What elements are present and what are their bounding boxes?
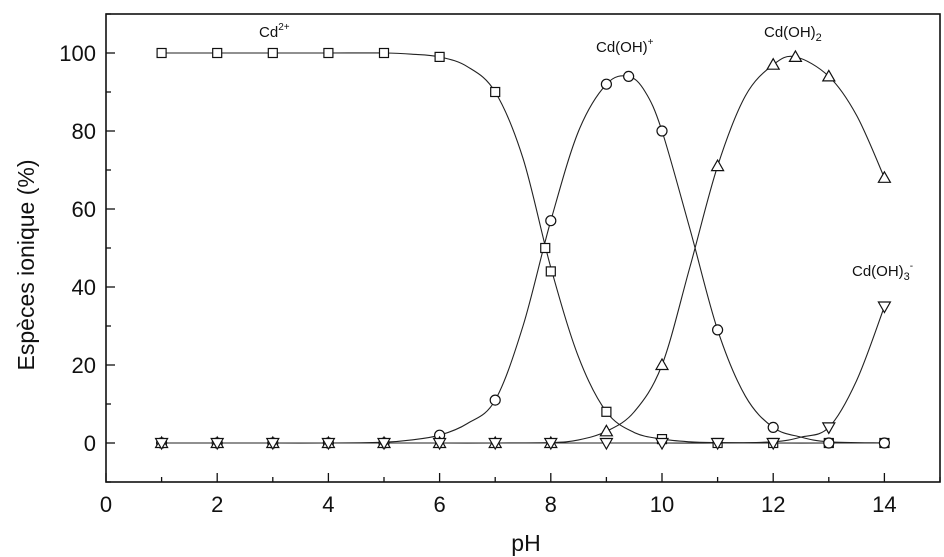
y-tick-label: 40 xyxy=(72,275,96,300)
data-point-circle xyxy=(545,215,557,227)
data-point-square xyxy=(601,406,612,417)
tick-labels: 0 2 4 6 8 10 12 14 0 20 40 60 80 100 xyxy=(59,41,896,517)
series-line-1 xyxy=(161,75,885,444)
series-label-0: Cd2+ xyxy=(259,22,290,41)
axis-ticks xyxy=(105,13,941,483)
data-point-triangle-up xyxy=(821,69,836,82)
data-point-square xyxy=(212,47,223,59)
x-axis-title: pH xyxy=(511,530,540,556)
data-point-square xyxy=(490,86,501,98)
x-tick-label: 0 xyxy=(100,492,112,517)
data-point-triangle-down xyxy=(877,301,892,314)
x-tick-label: 6 xyxy=(433,492,445,517)
data-point-circle xyxy=(711,324,724,336)
data-point-triangle-down xyxy=(432,437,447,451)
data-point-triangle-up xyxy=(654,357,670,371)
data-point-circle xyxy=(878,437,891,449)
data-point-triangle-down xyxy=(210,437,225,451)
data-point-square xyxy=(434,51,445,63)
data-point-triangle-down xyxy=(710,437,725,451)
data-point-triangle-up xyxy=(877,170,892,183)
y-tick-label: 0 xyxy=(84,431,96,456)
x-tick-label: 8 xyxy=(545,492,557,517)
data-point-triangle-down xyxy=(488,437,503,451)
y-axis-title: Espèces ionique (%) xyxy=(13,160,39,371)
x-tick-label: 4 xyxy=(322,492,334,517)
data-point-square xyxy=(540,242,551,254)
data-point-triangle-up xyxy=(788,49,803,63)
x-tick-label: 2 xyxy=(211,492,223,517)
data-point-triangle-up xyxy=(599,424,614,437)
series-label-3: Cd(OH)3- xyxy=(852,261,913,283)
data-point-triangle-down xyxy=(376,437,392,451)
data-point-triangle-down xyxy=(654,437,670,451)
data-point-triangle-down xyxy=(265,437,280,451)
series-line-0 xyxy=(161,52,885,444)
data-point-square xyxy=(378,47,390,59)
data-point-triangle-down xyxy=(543,437,558,451)
series-label-1: Cd(OH)+ xyxy=(596,37,654,56)
data-point-circle xyxy=(823,437,835,449)
data-point-circle xyxy=(767,421,779,433)
y-tick-label: 80 xyxy=(72,119,96,144)
series-labels: Cd2+ Cd(OH)+ Cd(OH)2 Cd(OH)3- xyxy=(259,22,913,283)
data-point-triangle-down xyxy=(766,437,781,451)
x-tick-label: 14 xyxy=(872,492,896,517)
y-tick-label: 20 xyxy=(72,353,96,378)
x-tick-label: 12 xyxy=(761,492,785,517)
data-point-triangle-up xyxy=(766,57,781,70)
plot-frame xyxy=(105,13,941,483)
data-point-triangle-down xyxy=(154,437,169,451)
y-tick-label: 100 xyxy=(59,41,96,66)
data-point-square xyxy=(267,47,278,59)
data-point-square xyxy=(323,47,334,59)
data-point-triangle-down xyxy=(599,437,614,451)
data-point-circle xyxy=(489,394,501,406)
series-markers xyxy=(154,47,892,451)
series-curves xyxy=(161,52,885,444)
data-point-triangle-up xyxy=(710,158,725,172)
y-tick-label: 60 xyxy=(72,197,96,222)
data-point-circle xyxy=(656,125,668,137)
series-label-2: Cd(OH)2 xyxy=(764,24,822,44)
data-point-triangle-down xyxy=(321,437,336,451)
data-point-circle xyxy=(623,70,635,83)
series-line-2 xyxy=(161,55,885,444)
data-point-square xyxy=(545,266,556,277)
series-line-3 xyxy=(161,306,885,444)
plot-area xyxy=(105,13,941,483)
data-point-triangle-down xyxy=(821,422,836,435)
data-point-square xyxy=(156,47,167,59)
data-point-circle xyxy=(600,78,613,90)
x-tick-label: 10 xyxy=(650,492,674,517)
